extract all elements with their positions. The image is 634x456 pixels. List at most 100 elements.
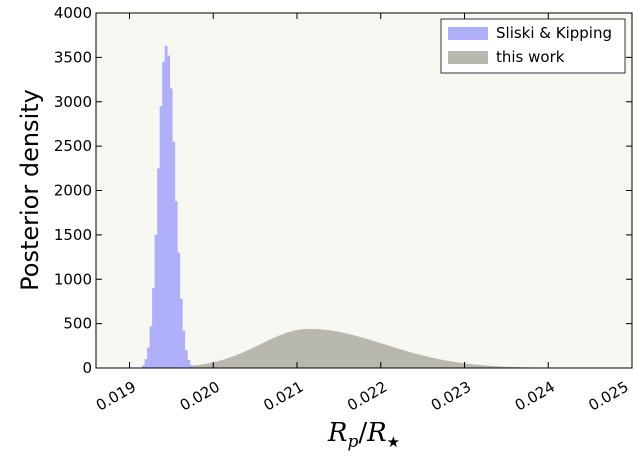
y-tick-label: 2500 [54, 137, 92, 155]
bar-this-work [270, 339, 273, 368]
bar-this-work [496, 366, 499, 368]
bar-this-work [479, 365, 482, 368]
bar-this-work [370, 340, 373, 368]
bar-this-work [355, 336, 358, 368]
bar-this-work [437, 359, 440, 368]
bar-this-work [372, 340, 375, 368]
bar-this-work [327, 330, 330, 368]
bar-this-work [422, 355, 425, 368]
bar-this-work [230, 357, 233, 368]
bar-this-work [417, 354, 420, 368]
legend-label-sliski-kipping: Sliski & Kipping [496, 24, 612, 42]
bar-this-work [360, 337, 363, 368]
bar-this-work [472, 364, 475, 368]
x-label-sub-star: ★ [387, 433, 400, 451]
bar-this-work [333, 331, 336, 368]
plot-frame [95, 12, 633, 369]
bar-this-work [486, 365, 489, 368]
bar-this-work [286, 332, 290, 368]
bar-this-work [211, 362, 214, 368]
bar-this-work [395, 348, 398, 368]
bar-this-work [466, 363, 469, 368]
bar-sliski-kipping [187, 360, 191, 368]
bar-this-work [476, 364, 479, 368]
bar-this-work [193, 365, 196, 368]
bar-this-work [441, 359, 444, 368]
bar-this-work [285, 332, 288, 368]
bar-this-work [248, 349, 251, 368]
x-tick-label: 0.019 [93, 378, 139, 415]
bar-this-work [424, 356, 427, 368]
bar-this-work [461, 363, 464, 368]
bar-this-work [214, 361, 217, 368]
bar-this-work [427, 356, 430, 368]
bar-this-work [362, 337, 365, 368]
bar-this-work [380, 343, 383, 368]
bar-this-work [419, 354, 422, 368]
bar-this-work [218, 360, 221, 368]
axis-ticks [96, 12, 633, 369]
y-tick-label: 500 [63, 315, 92, 333]
bar-sliski-kipping [159, 106, 163, 368]
bar-this-work [221, 359, 224, 368]
y-tick-label: 3500 [54, 48, 92, 66]
bar-this-work [415, 354, 418, 368]
bar-this-work [271, 338, 274, 368]
bar-this-work [233, 355, 236, 368]
bar-this-work [432, 358, 435, 368]
bar-this-work [474, 364, 477, 368]
y-axis-label: Posterior density [16, 89, 44, 291]
bar-this-work [504, 366, 507, 368]
bar-this-work [328, 330, 331, 368]
bar-this-work [256, 345, 259, 368]
bar-this-work [223, 359, 226, 368]
bar-this-work [374, 341, 377, 368]
bar-sliski-kipping [182, 330, 186, 368]
bar-this-work [228, 357, 231, 368]
bar-this-work [255, 346, 258, 368]
bar-this-work [236, 354, 239, 368]
bar-this-work [300, 329, 303, 368]
bar-sliski-kipping [174, 201, 178, 368]
bar-sliski-kipping [164, 45, 168, 369]
bar-this-work [250, 348, 253, 368]
bar-this-work [323, 329, 326, 368]
bar-this-work [459, 362, 462, 368]
bar-this-work [261, 343, 264, 368]
bar-this-work [352, 335, 355, 368]
x-tick-labels: 0.019 0.020 0.021 0.022 0.023 0.024 0.025 [93, 378, 632, 415]
bar-this-work [253, 347, 256, 368]
bar-sliski-kipping [177, 252, 181, 369]
bar-this-work [347, 333, 350, 368]
bar-this-work [307, 328, 310, 368]
x-tick-label: 0.020 [177, 378, 223, 415]
bar-this-work [265, 341, 268, 368]
bar-this-work [420, 355, 424, 368]
bar-this-work [213, 362, 216, 368]
bar-this-work [338, 332, 341, 368]
bar-this-work [288, 331, 291, 368]
bar-this-work [369, 339, 372, 368]
bar-this-work [499, 366, 502, 368]
bar-this-work [402, 350, 405, 368]
bar-this-work [452, 361, 455, 368]
bar-this-work [379, 343, 382, 368]
y-tick-label: 1500 [54, 226, 92, 244]
bar-this-work [204, 363, 207, 368]
x-tick-label: 0.021 [260, 378, 306, 415]
bar-this-work [235, 355, 238, 368]
bar-this-work [203, 364, 206, 368]
bar-sliski-kipping [167, 55, 171, 368]
bar-sliski-kipping [157, 168, 161, 368]
bar-this-work [382, 344, 385, 368]
bar-this-work [194, 365, 197, 368]
bar-this-work [511, 366, 514, 368]
bar-this-work [337, 331, 340, 368]
bar-this-work [251, 347, 254, 368]
legend-swatch-sliski-kipping [448, 27, 488, 40]
bar-this-work [243, 351, 246, 368]
bar-this-work [471, 364, 474, 368]
bar-this-work [509, 366, 512, 368]
bar-this-work [503, 366, 506, 368]
